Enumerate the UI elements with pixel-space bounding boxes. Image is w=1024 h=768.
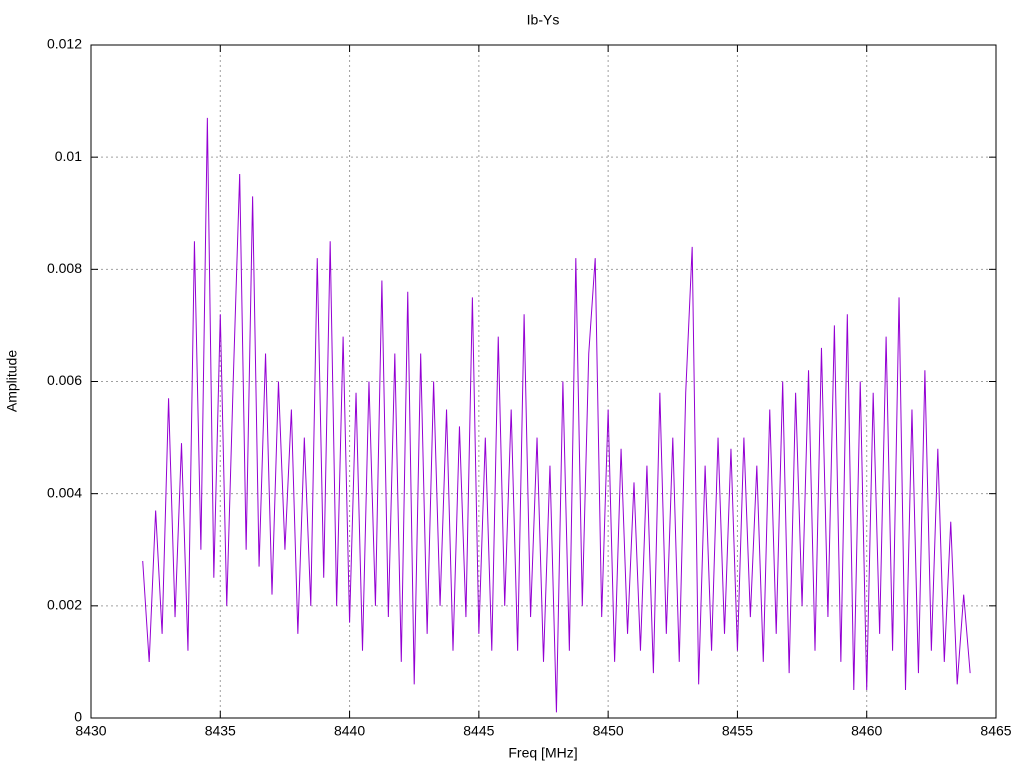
y-tick-label: 0 [74, 709, 82, 725]
y-axis-label: Amplitude [4, 350, 20, 412]
chart-title: Ib-Ys [527, 12, 560, 28]
data-line [142, 117, 971, 713]
y-tick-label: 0.012 [47, 36, 82, 52]
x-tick-label: 8430 [75, 723, 106, 739]
x-axis-label: Freq [MHz] [508, 745, 577, 761]
x-tick-label: 8440 [334, 723, 365, 739]
x-tick-label: 8445 [463, 723, 494, 739]
x-tick-label: 8450 [593, 723, 624, 739]
x-tick-label: 8465 [980, 723, 1011, 739]
x-tick-label: 8455 [722, 723, 753, 739]
y-tick-label: 0.002 [47, 597, 82, 613]
y-tick-label: 0.004 [47, 484, 82, 500]
y-tick-label: 0.006 [47, 372, 82, 388]
y-tick-label: 0.01 [55, 148, 82, 164]
y-tick-label: 0.008 [47, 260, 82, 276]
x-tick-label: 8435 [205, 723, 236, 739]
x-tick-label: 8460 [851, 723, 882, 739]
